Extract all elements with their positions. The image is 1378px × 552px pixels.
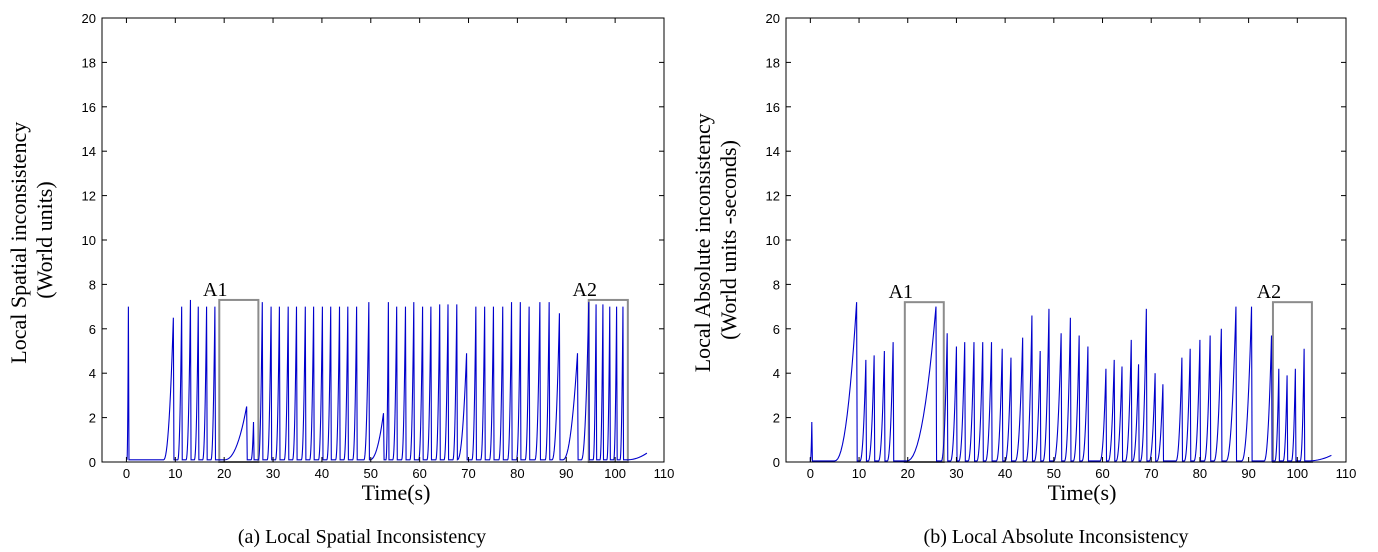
- panel-b-local-absolute-inconsistency: A1 A2 0 10 20 30 40 50 60 70 80 90 100 110 0 2 4 6 8 10 12…: [690, 11, 1356, 548]
- annotation-layer: A1 A2: [889, 281, 1313, 463]
- x-tick-label: 70: [461, 466, 475, 481]
- y-tick-label: 8: [773, 277, 780, 292]
- y-tick-label: 18: [766, 55, 780, 70]
- x-tick-label: 10: [852, 466, 866, 481]
- annotation-label: A2: [1257, 281, 1281, 303]
- y-tick-label: 16: [766, 100, 780, 115]
- y-tick-label: 2: [773, 411, 780, 426]
- x-tick-label: 70: [1144, 466, 1158, 481]
- x-tick-label: 30: [266, 466, 280, 481]
- x-tick-label: 80: [1193, 466, 1207, 481]
- y-tick-label: 16: [82, 100, 96, 115]
- x-axis: 0 10 20 30 40 50 60 70 80 90 100 110: [807, 18, 1357, 481]
- x-tick-label: 10: [168, 466, 182, 481]
- x-tick-label: 20: [901, 466, 915, 481]
- x-axis-label: Time(s): [1048, 480, 1117, 505]
- y-tick-label: 14: [766, 144, 780, 159]
- x-axis-label: Time(s): [362, 480, 431, 505]
- y-tick-label: 12: [766, 189, 780, 204]
- panel-caption: (b) Local Absolute Inconsistency: [924, 526, 1189, 548]
- x-tick-label: 90: [1241, 466, 1255, 481]
- x-tick-label: 60: [1095, 466, 1109, 481]
- x-tick-label: 100: [1286, 466, 1308, 481]
- y-tick-label: 20: [766, 11, 780, 26]
- y-tick-label: 14: [82, 144, 96, 159]
- x-tick-label: 80: [510, 466, 524, 481]
- x-tick-label: 110: [1336, 466, 1357, 481]
- y-tick-label: 4: [89, 366, 96, 381]
- annotation-label: A1: [203, 279, 227, 301]
- x-tick-label: 50: [1047, 466, 1061, 481]
- y-axis-label: Local Absolute inconsistency (World unit…: [690, 108, 741, 373]
- y-axis-label-line-2: (World units): [32, 181, 57, 298]
- panel-a-local-spatial-inconsistency: A1 A2 0 10 20 30 40 50 60 70 80 90 100 110 0 2 4 6 8 10 12…: [6, 11, 674, 548]
- y-axis-label-line-1: Local Spatial inconsistency: [6, 122, 31, 364]
- y-tick-label: 18: [82, 55, 96, 70]
- series-line: [809, 302, 1332, 463]
- y-tick-label: 20: [82, 11, 96, 26]
- x-axis: 0 10 20 30 40 50 60 70 80 90 100 110: [123, 18, 675, 481]
- y-tick-label: 4: [773, 366, 780, 381]
- y-axis-label-line-2: (World units -seconds): [716, 140, 741, 340]
- x-tick-label: 90: [559, 466, 573, 481]
- y-tick-label: 6: [89, 322, 96, 337]
- y-tick-label: 6: [773, 322, 780, 337]
- x-tick-label: 100: [604, 466, 626, 481]
- y-axis-label: Local Spatial inconsistency (World units…: [6, 116, 57, 363]
- y-tick-label: 10: [82, 233, 96, 248]
- y-tick-label: 0: [773, 455, 780, 470]
- y-tick-label: 2: [89, 411, 96, 426]
- x-tick-label: 50: [364, 466, 378, 481]
- annotation-box: [903, 301, 945, 463]
- y-axis: 0 2 4 6 8 10 12 14 16 18 20: [766, 11, 1346, 470]
- x-tick-label: 0: [123, 466, 130, 481]
- annotation-label: A1: [889, 281, 913, 303]
- plot-frame: [785, 17, 1347, 463]
- annotation-label: A2: [573, 279, 597, 301]
- x-tick-label: 0: [807, 466, 814, 481]
- y-axis-label-line-1: Local Absolute inconsistency: [690, 113, 715, 372]
- y-tick-label: 10: [766, 233, 780, 248]
- y-axis: 0 2 4 6 8 10 12 14 16 18 20: [82, 11, 664, 470]
- panel-caption: (a) Local Spatial Inconsistency: [238, 526, 486, 548]
- y-tick-label: 8: [89, 277, 96, 292]
- series-line: [125, 299, 648, 461]
- x-tick-label: 40: [315, 466, 329, 481]
- x-tick-label: 110: [654, 466, 675, 481]
- x-tick-label: 60: [412, 466, 426, 481]
- x-tick-label: 40: [998, 466, 1012, 481]
- x-tick-label: 20: [217, 466, 231, 481]
- annotation-layer: A1 A2: [203, 279, 629, 463]
- y-tick-label: 0: [89, 455, 96, 470]
- plot-frame: [101, 17, 665, 463]
- x-tick-label: 30: [949, 466, 963, 481]
- y-tick-label: 12: [82, 189, 96, 204]
